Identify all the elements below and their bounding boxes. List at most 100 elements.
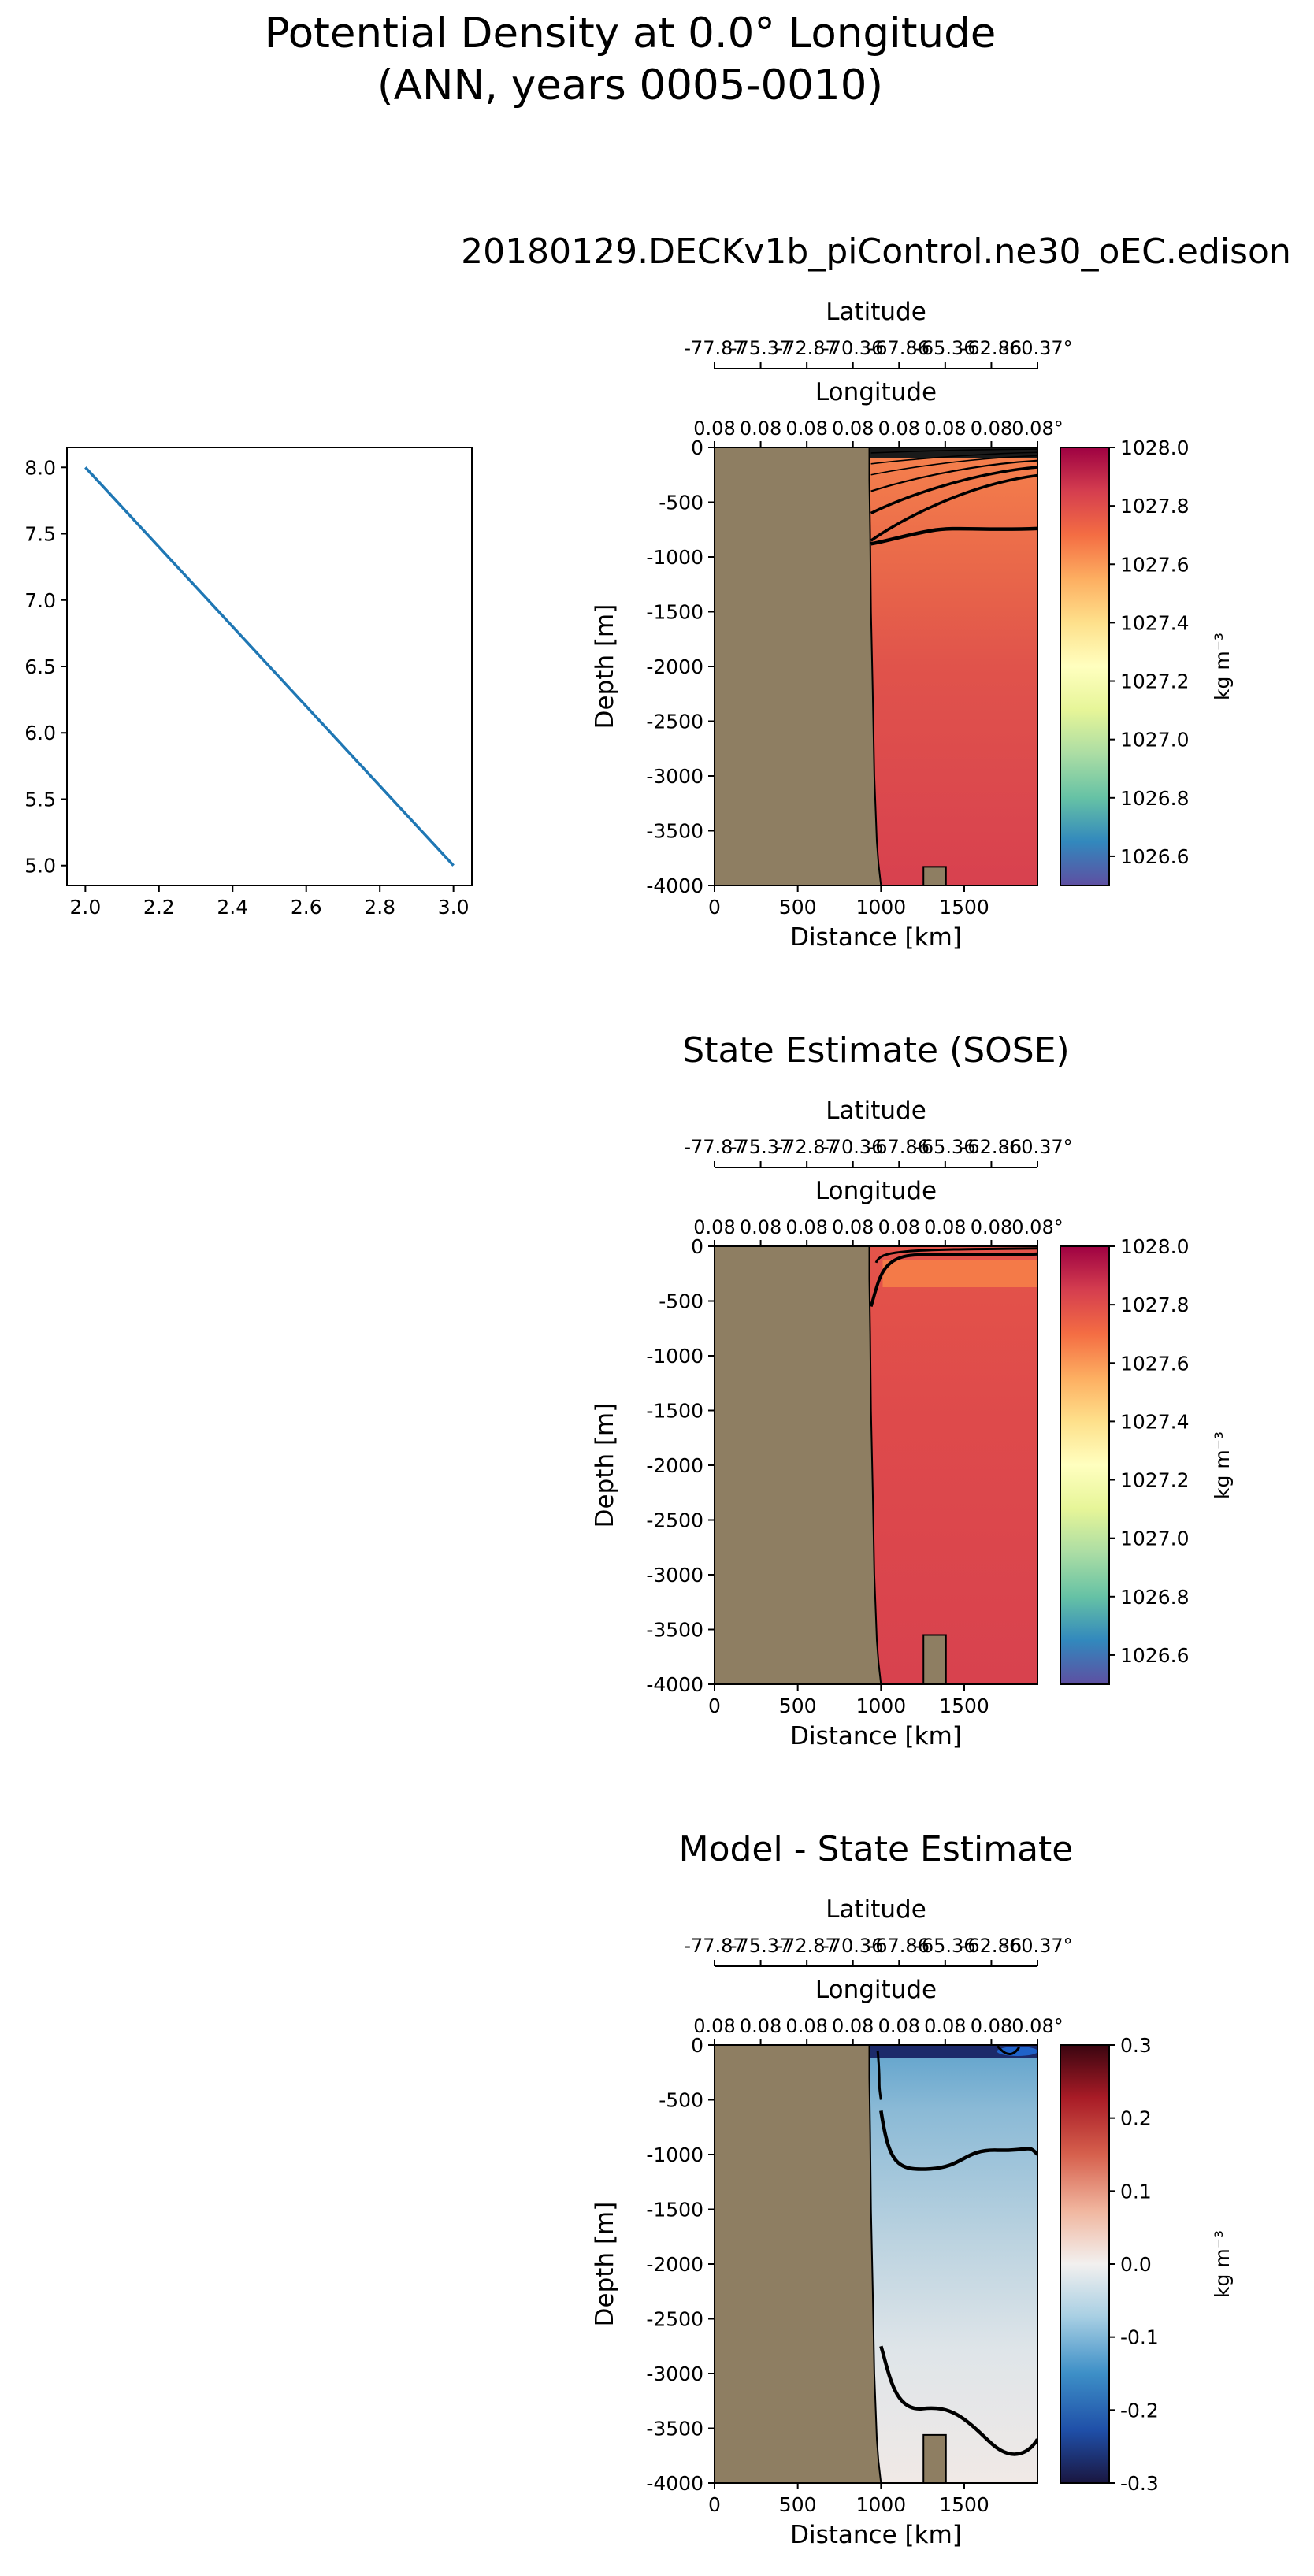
x-axis-label: Distance [km] [790,923,962,952]
y-axis-label: Depth [m] [591,1403,619,1528]
line-y-tick-label: 7.0 [24,589,56,612]
latitude-tick-label: -72.87 [776,1935,837,1957]
section-field [715,1246,1037,1684]
longitude-tick-label: 0.08 [971,1216,1012,1238]
longitude-tick-label: 0.08 [785,418,827,440]
colorbar-tick-label: 1027.6 [1120,553,1189,576]
colorbar-tick-label: 0.0 [1120,2253,1152,2276]
colorbar-label: kg m⁻³ [1211,633,1234,700]
latitude-tick-label: -62.86 [961,337,1022,359]
latitude-tick-label: -75.37 [730,337,791,359]
longitude-tick-label: 0.08 [924,2015,966,2037]
line-series-path [84,466,455,867]
longitude-tick-label: 0.08 [740,2015,781,2037]
longitude-tick-label: 0.08 [971,2015,1012,2037]
difference-contour [879,2345,1037,2456]
y-tick-label: -2500 [646,711,703,733]
density-contour [870,473,1037,542]
x-tick-label: 500 [779,896,817,919]
density-contour-main [870,526,1037,546]
colorbar-tick-label: 1027.6 [1120,1352,1189,1375]
x-tick-label: 1000 [856,2493,907,2516]
seamount-mask [922,2433,947,2483]
x-tick-label: 0 [708,2493,721,2516]
panel-title: State Estimate (SOSE) [682,1030,1069,1071]
x-axis-label: Distance [km] [790,2521,962,2549]
y-tick-label: -3000 [646,1564,703,1587]
longitude-tick-label: 0.08 [740,418,781,440]
y-tick-label: -500 [659,2089,703,2112]
line-y-tick-label: 7.5 [24,523,56,546]
y-tick-label: 0 [691,1235,703,1258]
line-y-tick-label: 5.5 [24,788,56,811]
y-tick-label: -2000 [646,655,703,678]
x-tick-label: 0 [708,1694,721,1717]
longitude-tick-label: 0.08° [1011,418,1063,440]
x-axis-label: Distance [km] [790,1722,962,1750]
x-tick-label: 1500 [939,1694,989,1717]
x-tick-label: 1000 [856,896,907,919]
longitude-axis-label: Longitude [815,1976,937,2004]
colorbar-label: kg m⁻³ [1211,1431,1234,1499]
y-tick-label: -500 [659,492,703,514]
latitude-tick-label: -60.37° [1002,1935,1072,1957]
density-contour [870,451,1037,465]
y-tick-label: -1500 [646,2199,703,2222]
colorbar-tick-label: 1027.2 [1120,1469,1189,1492]
latitude-tick-label: -77.87 [684,1136,744,1158]
section-field [715,2045,1037,2483]
y-tick-label: 0 [691,436,703,459]
latitude-tick-label: -72.87 [776,337,837,359]
latitude-axis-label: Latitude [826,1895,926,1924]
difference-section-panel: Model - State Estimate Latitude -77.87-75.… [591,1829,1234,2549]
y-axis-label: Depth [m] [591,604,619,729]
latitude-tick-label: -60.37° [1002,337,1072,359]
latitude-tick-label: -67.86 [869,1136,930,1158]
colorbar-tick-label: 1027.0 [1120,729,1189,752]
y-tick-label: -500 [659,1290,703,1313]
line-x-tick-label: 2.2 [143,896,175,919]
density-contour-main [869,1252,1037,1308]
latitude-tick-label: -70.36 [822,1935,883,1957]
line-y-tick-label: 5.0 [24,855,56,878]
figure-subtitle: (ANN, years 0005-0010) [377,61,883,109]
colorbar [1060,447,1110,886]
colorbar-tick-label: 1026.6 [1120,1644,1189,1667]
y-tick-label: -4000 [646,2472,703,2495]
line-x-tick-label: 2.0 [69,896,101,919]
colorbar-tick-label: 0.2 [1120,2107,1152,2130]
longitude-tick-label: 0.08 [693,418,735,440]
longitude-tick-label: 0.08° [1011,2015,1063,2037]
line-x-tick-label: 2.6 [291,896,322,919]
panel-title: 20180129.DECKv1b_piControl.ne30_oEC.edis… [461,232,1291,272]
difference-contour [879,2110,1037,2171]
colorbar-tick-label: 1026.8 [1120,787,1189,810]
longitude-tick-label: 0.08 [785,1216,827,1238]
colorbar-tick-label: 1026.8 [1120,1586,1189,1609]
x-tick-label: 0 [708,896,721,919]
y-tick-label: -4000 [646,874,703,897]
latitude-axis-label: Latitude [826,1097,926,1125]
latitude-tick-label: -77.87 [684,1935,744,1957]
line-x-tick-label: 2.8 [364,896,395,919]
latitude-tick-label: -67.86 [869,337,930,359]
x-tick-label: 1000 [856,1694,907,1717]
colorbar-tick-label: -0.2 [1120,2399,1159,2422]
longitude-tick-label: 0.08 [924,1216,966,1238]
difference-contour [876,2050,882,2100]
y-tick-label: -3500 [646,820,703,843]
model-section-panel: 20180129.DECKv1b_piControl.ne30_oEC.edis… [461,232,1291,952]
surface-anomaly [869,2045,1037,2058]
density-contour [874,1247,1037,1264]
colorbar-tick-label: -0.3 [1120,2472,1159,2495]
y-tick-label: -2000 [646,2253,703,2276]
line-chart-series [84,466,455,867]
density-contour [870,455,1037,476]
y-tick-label: -1500 [646,1400,703,1423]
latitude-tick-label: -75.37 [730,1935,791,1957]
line-y-tick-label: 6.5 [24,655,56,678]
longitude-tick-label: 0.08 [832,2015,874,2037]
y-tick-label: -2500 [646,2308,703,2331]
colorbar-tick-label: 1028.0 [1120,1235,1189,1258]
land-mask [715,1246,882,1684]
